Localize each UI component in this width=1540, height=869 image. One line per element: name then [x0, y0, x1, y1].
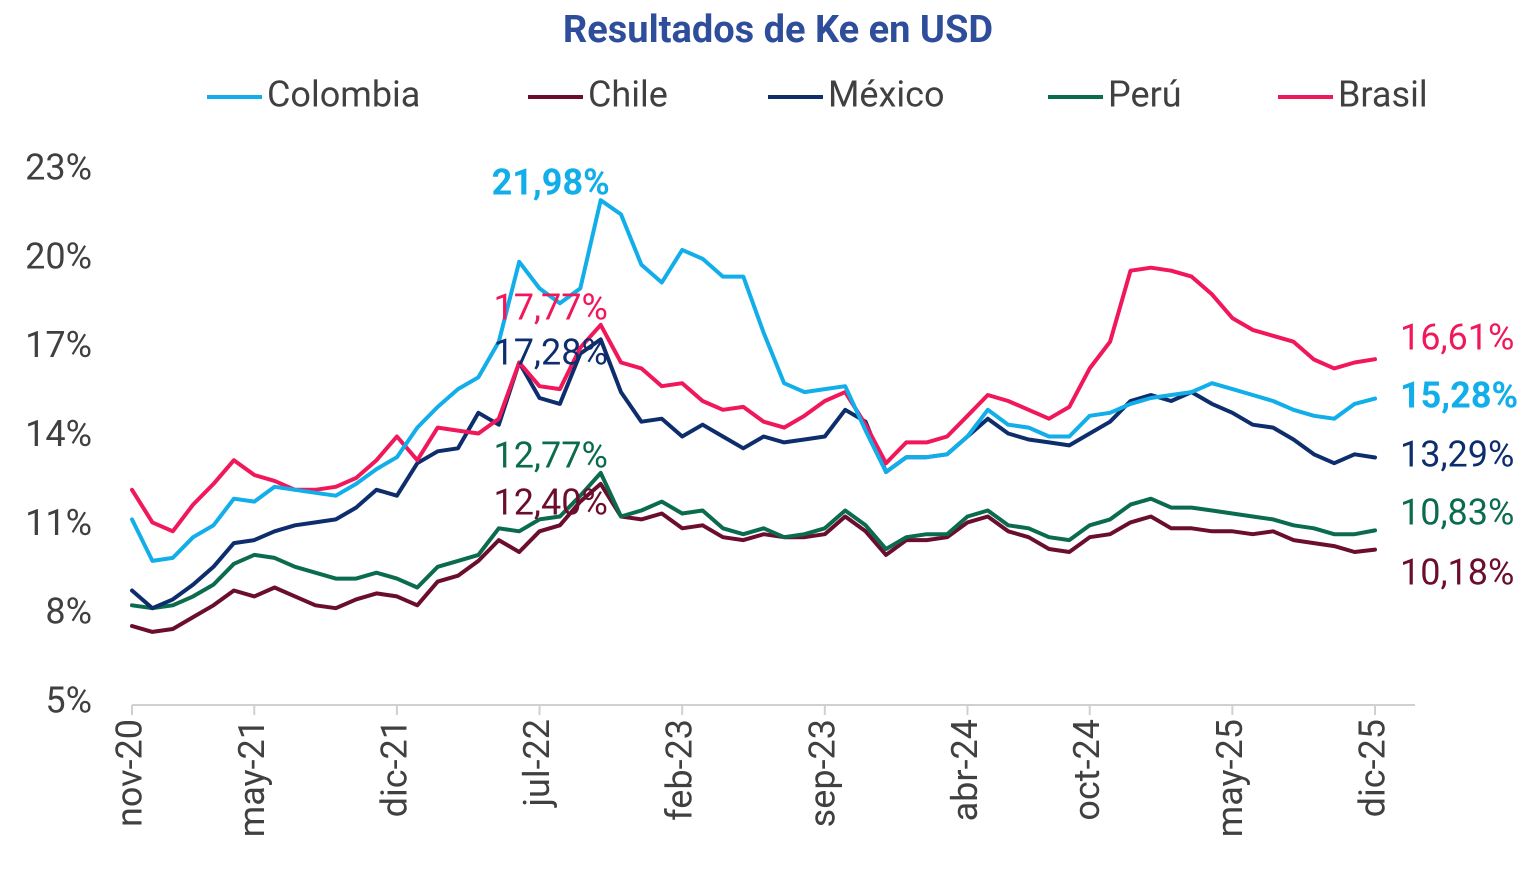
- data-label: 12,77%: [493, 435, 607, 477]
- data-label: 17,77%: [493, 287, 607, 329]
- series-line: [130, 470, 1377, 611]
- x-tick-label: may-25: [1209, 719, 1251, 837]
- y-tick-label: 11%: [25, 502, 92, 544]
- y-tick-label: 17%: [25, 324, 92, 366]
- y-tick-label: 5%: [45, 680, 92, 722]
- series-line: [130, 481, 1377, 634]
- data-label: 12,40%: [493, 482, 607, 524]
- legend-label: Colombia: [267, 74, 420, 116]
- legend-label: México: [828, 74, 945, 116]
- legend-label: Chile: [588, 74, 668, 116]
- y-tick-label: 8%: [45, 591, 92, 633]
- x-tick-label: oct-24: [1066, 719, 1108, 821]
- y-tick-label: 23%: [25, 147, 92, 189]
- series-line: [130, 265, 1377, 534]
- x-tick-label: dic-25: [1352, 719, 1394, 817]
- data-label: 21,98%: [492, 162, 610, 204]
- chart-title: Resultados de Ke en USD: [563, 8, 993, 52]
- x-tick-label: sep-23: [801, 719, 843, 827]
- data-label: 13,29%: [1400, 434, 1514, 476]
- data-label: 15,28%: [1400, 375, 1518, 417]
- data-label: 16,61%: [1400, 317, 1514, 359]
- x-tick-label: jul-22: [516, 719, 558, 809]
- x-tick-label: dic-21: [373, 719, 415, 817]
- legend-label: Brasil: [1338, 74, 1428, 116]
- data-label: 17,28%: [493, 332, 607, 374]
- y-tick-label: 20%: [25, 235, 92, 277]
- data-label: 10,18%: [1400, 552, 1514, 594]
- x-tick-label: feb-23: [659, 719, 701, 821]
- data-label: 10,83%: [1400, 492, 1514, 534]
- x-tick-label: may-21: [231, 719, 273, 837]
- y-tick-label: 14%: [25, 413, 92, 455]
- x-tick-label: nov-20: [109, 719, 151, 827]
- series-line: [130, 337, 1377, 611]
- series-line: [130, 198, 1377, 563]
- x-tick-label: abr-24: [944, 719, 986, 821]
- legend-label: Perú: [1108, 74, 1182, 116]
